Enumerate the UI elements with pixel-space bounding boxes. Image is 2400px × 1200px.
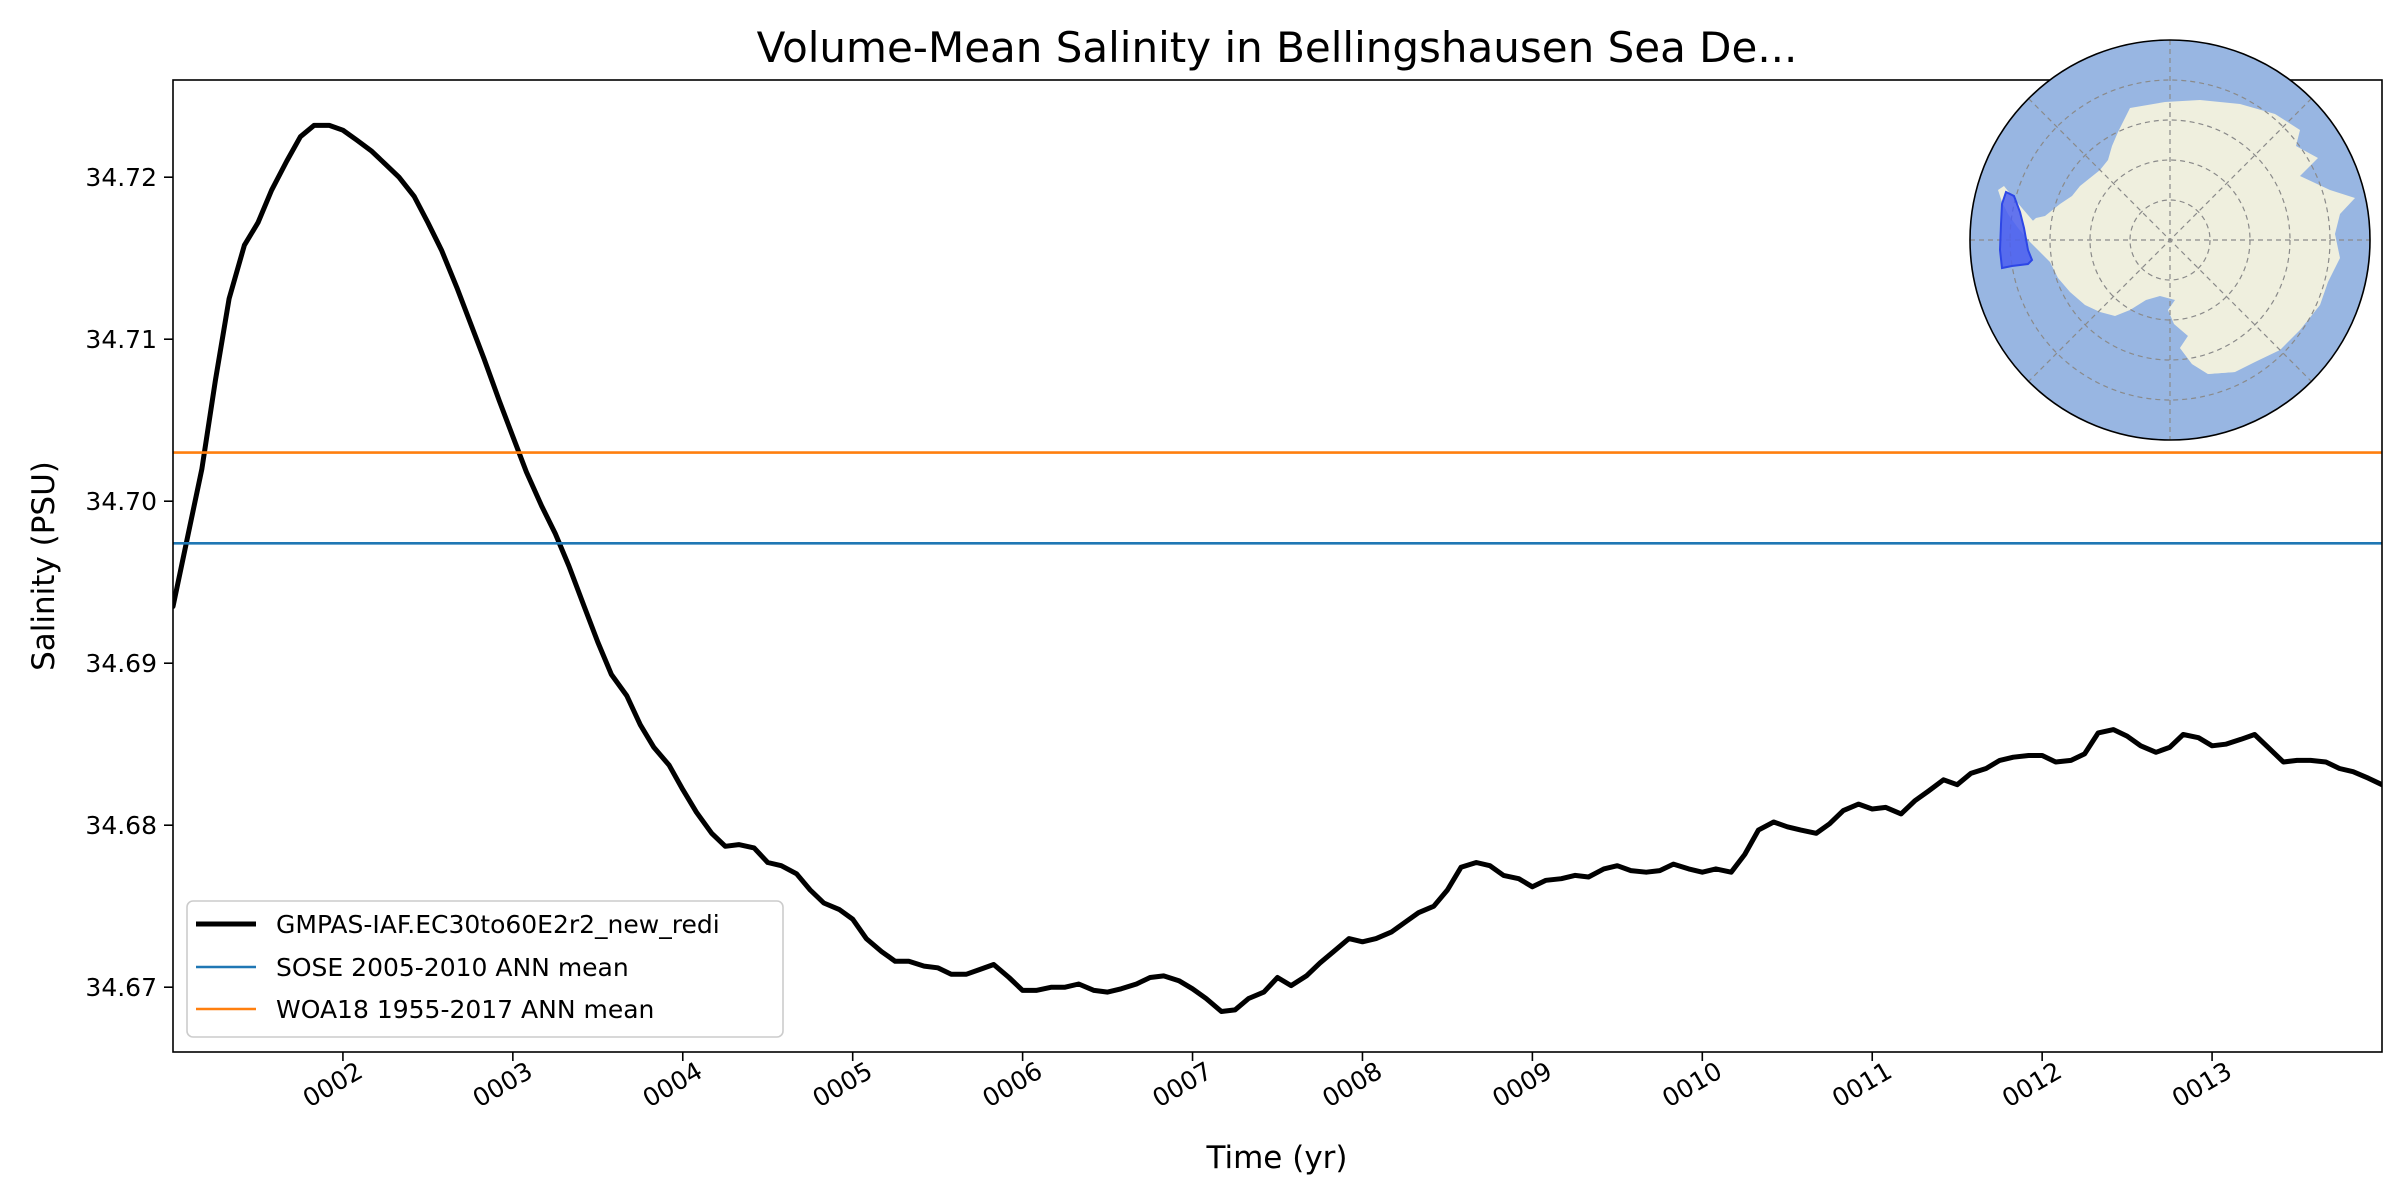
y-axis-title: Salinity (PSU) [26, 461, 62, 671]
ross-ice-shelf [2180, 336, 2235, 374]
y-tick-label: 34.72 [85, 163, 157, 192]
graticule [1970, 40, 2370, 440]
plot-frame [172, 79, 2383, 1053]
y-tick-label: 34.71 [85, 325, 157, 354]
legend: GMPAS-IAF.EC30to60E2r2_new_redi SOSE 200… [186, 900, 784, 1038]
antarctica-landmass [2025, 100, 2355, 374]
legend-label-woa: WOA18 1955-2017 ANN mean [276, 995, 654, 1024]
bellingshausen-region [1998, 190, 2034, 270]
x-axis-title: Time (yr) [1206, 1140, 1348, 1176]
chart-title: Volume-Mean Salinity in Bellingshausen S… [757, 23, 1798, 72]
inset-map [1969, 39, 2371, 441]
legend-box [186, 900, 784, 1038]
y-tick-label: 34.70 [85, 487, 157, 516]
y-axis: 34.67 34.68 34.69 34.70 34.71 34.72 [85, 163, 173, 1002]
y-tick-label: 34.68 [85, 811, 157, 840]
y-tick-label: 34.67 [85, 973, 157, 1002]
legend-label-sose: SOSE 2005-2010 ANN mean [276, 953, 629, 982]
series-line-model [173, 122, 2382, 1014]
y-tick-label: 34.69 [85, 649, 157, 678]
legend-label-model: GMPAS-IAF.EC30to60E2r2_new_redi [276, 910, 720, 939]
series-layer [173, 122, 2382, 1014]
inset-border [1969, 39, 2371, 441]
